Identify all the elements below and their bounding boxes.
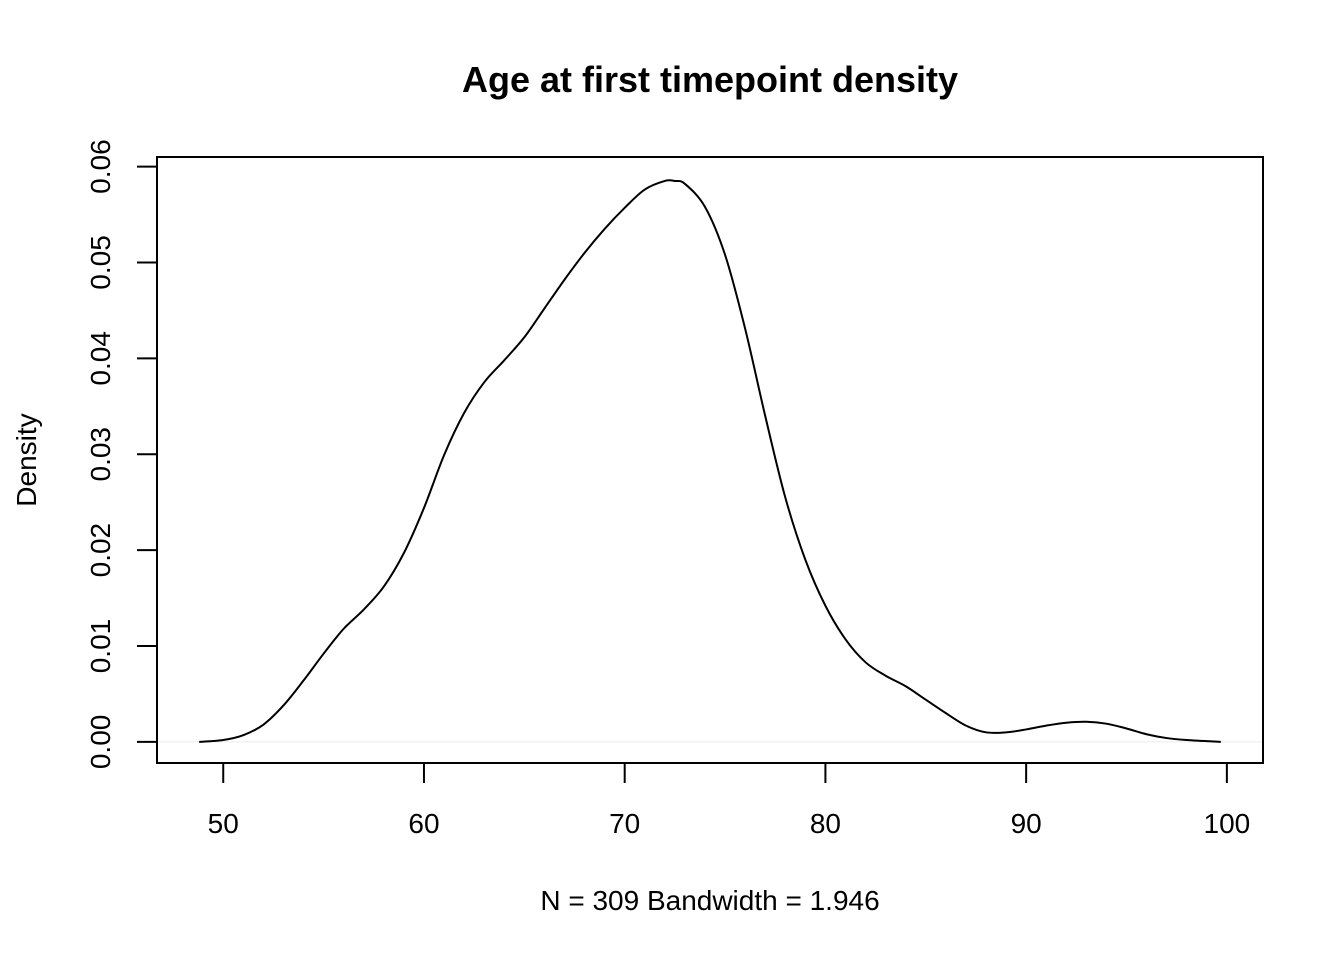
y-tick-label: 0.03 — [85, 427, 116, 482]
y-tick-label: 0.05 — [85, 235, 116, 290]
y-tick-label: 0.02 — [85, 523, 116, 578]
y-tick-label: 0.01 — [85, 619, 116, 674]
y-axis-label: Density — [11, 413, 42, 506]
y-axis: 0.00 0.01 0.02 0.03 0.04 0.05 0.06 — [85, 139, 158, 770]
chart-title: Age at first timepoint density — [462, 59, 958, 100]
x-tick-label: 100 — [1204, 808, 1251, 839]
x-tick-label: 80 — [810, 808, 841, 839]
x-axis: 50 60 70 80 90 100 — [208, 762, 1251, 839]
density-curve — [199, 179, 1221, 743]
y-tick-label: 0.00 — [85, 715, 116, 770]
x-axis-label: N = 309 Bandwidth = 1.946 — [540, 885, 879, 916]
x-tick-label: 50 — [208, 808, 239, 839]
x-tick-label: 90 — [1011, 808, 1042, 839]
x-tick-label: 70 — [609, 808, 640, 839]
x-tick-label: 60 — [408, 808, 439, 839]
y-tick-label: 0.04 — [85, 331, 116, 386]
plot-frame — [156, 156, 1264, 764]
y-tick-label: 0.06 — [85, 139, 116, 194]
